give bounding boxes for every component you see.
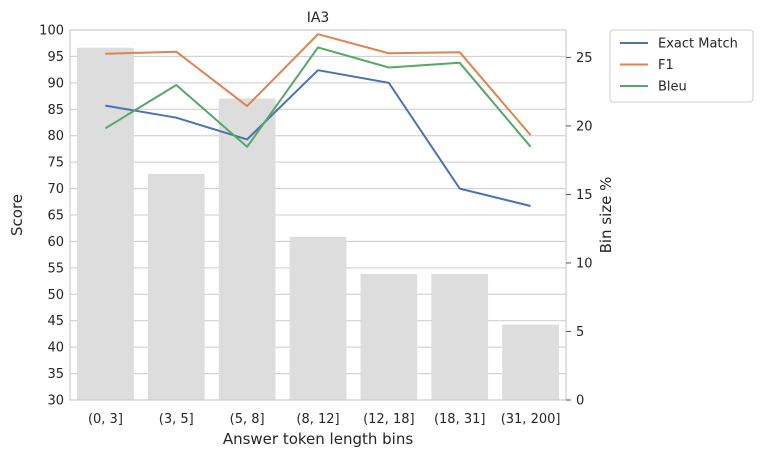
legend: Exact Match F1 Bleu xyxy=(609,29,754,103)
bar-5 xyxy=(431,273,489,400)
y2-tick-label-0: 0 xyxy=(576,394,584,409)
y-tick-label-7: 65 xyxy=(47,209,64,224)
x-tick-labels: (0, 3] (3, 5] (5, 8] (8, 12] (12, 18] (18, 31… xyxy=(88,412,561,427)
bar-1 xyxy=(147,173,205,400)
legend-label-0: Exact Match xyxy=(658,37,738,52)
y-tick-label-6: 60 xyxy=(47,235,64,250)
x-tick-label-2: (5, 8] xyxy=(230,412,265,427)
plot-border xyxy=(69,29,567,401)
x-tick-label-0: (0, 3] xyxy=(88,412,123,427)
x-tick-label-1: (3, 5] xyxy=(159,412,194,427)
x-tick-label-3: (8, 12] xyxy=(296,412,339,427)
y-tick-label-0: 30 xyxy=(47,394,64,409)
bar-0 xyxy=(77,47,134,400)
y-tick-label-1: 35 xyxy=(47,367,64,382)
legend-box xyxy=(609,29,754,103)
y-tick-label-11: 85 xyxy=(47,103,64,118)
y2-tick-label-4: 20 xyxy=(576,119,593,134)
y2-tick-label-3: 15 xyxy=(576,188,593,203)
y-tick-label-14: 100 xyxy=(39,24,64,39)
y-tick-label-12: 90 xyxy=(47,76,64,91)
y-tick-label-8: 70 xyxy=(47,182,64,197)
x-tick-label-6: (31, 200] xyxy=(501,412,561,427)
y2-tick-label-1: 5 xyxy=(576,325,584,340)
y2-tick-label-5: 25 xyxy=(576,51,593,66)
y-tick-label-10: 80 xyxy=(47,129,64,144)
y-tick-label-9: 75 xyxy=(47,156,64,171)
legend-label-1: F1 xyxy=(658,58,674,73)
y-tick-label-2: 40 xyxy=(47,341,64,356)
series-line-2 xyxy=(104,46,532,148)
bar-6 xyxy=(502,324,559,400)
x-tick-label-4: (12, 18] xyxy=(363,412,415,427)
y-tick-labels: 30 35 40 45 50 55 60 65 70 75 80 85 90 95 100 xyxy=(39,24,64,409)
y2-axis-title: Bin size % xyxy=(597,177,615,254)
series-line-0 xyxy=(105,69,531,207)
y-tick-label-4: 50 xyxy=(47,288,64,303)
y-tick-label-5: 55 xyxy=(47,261,64,276)
bar-3 xyxy=(289,236,347,400)
y-axis-title: Score xyxy=(8,194,26,236)
legend-label-2: Bleu xyxy=(658,80,687,95)
bar-2 xyxy=(218,98,276,400)
y2-tick-label-2: 10 xyxy=(576,256,593,271)
chart-title: IA3 xyxy=(307,10,330,26)
bar-4 xyxy=(360,273,418,400)
bars xyxy=(77,47,559,400)
x-axis-title: Answer token length bins xyxy=(223,430,414,448)
y-tick-label-13: 95 xyxy=(47,50,64,65)
x-tick-label-5: (18, 31] xyxy=(434,412,486,427)
y2-tick-labels: 0 5 10 15 20 25 xyxy=(566,51,593,409)
y-tick-label-3: 45 xyxy=(47,314,64,329)
plot-frame xyxy=(69,29,567,401)
series-lines xyxy=(104,33,532,207)
series-line-1 xyxy=(105,33,532,136)
